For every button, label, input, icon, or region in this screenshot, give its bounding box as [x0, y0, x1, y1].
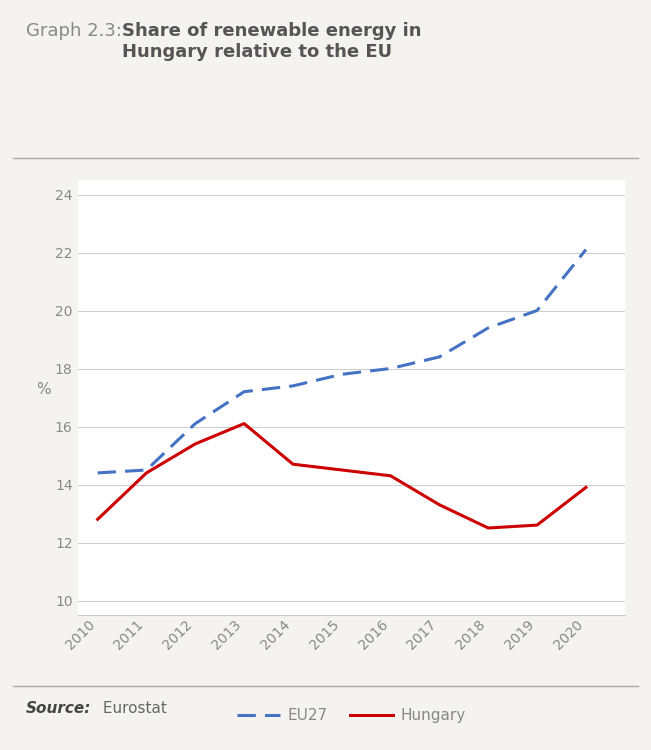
Text: Source:: Source:: [26, 701, 91, 716]
Text: Graph 2.3:: Graph 2.3:: [26, 22, 128, 40]
Text: Eurostat: Eurostat: [98, 701, 167, 716]
Text: Share of renewable energy in
Hungary relative to the EU: Share of renewable energy in Hungary rel…: [122, 22, 422, 62]
Legend: EU27, Hungary: EU27, Hungary: [231, 702, 472, 729]
Y-axis label: %: %: [36, 382, 51, 398]
